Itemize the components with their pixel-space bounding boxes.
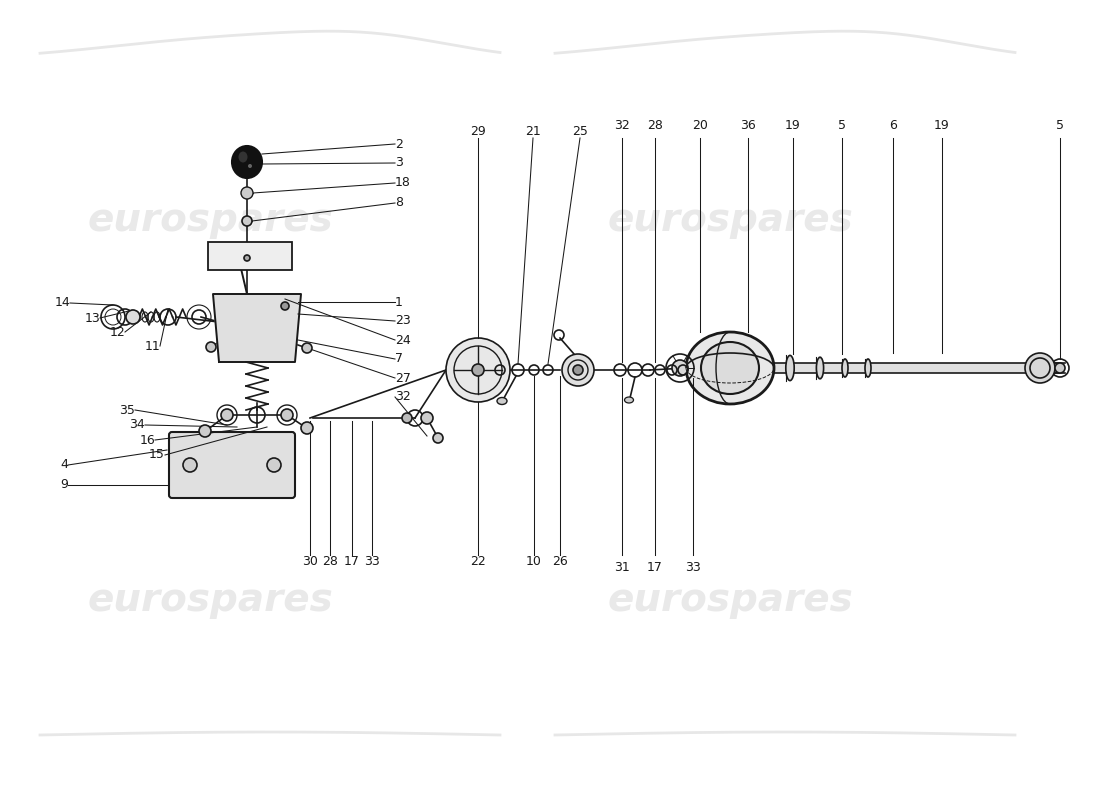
Circle shape bbox=[241, 187, 253, 199]
Circle shape bbox=[183, 458, 197, 472]
Text: 23: 23 bbox=[395, 314, 410, 327]
Ellipse shape bbox=[232, 146, 262, 178]
Text: 13: 13 bbox=[85, 311, 100, 325]
Ellipse shape bbox=[865, 359, 871, 377]
Ellipse shape bbox=[625, 397, 634, 403]
Text: 5: 5 bbox=[838, 119, 846, 132]
Circle shape bbox=[446, 338, 510, 402]
Circle shape bbox=[206, 342, 216, 352]
Ellipse shape bbox=[248, 164, 252, 168]
Text: 35: 35 bbox=[119, 403, 135, 417]
Text: 22: 22 bbox=[470, 555, 486, 568]
Text: 36: 36 bbox=[740, 119, 756, 132]
Text: 16: 16 bbox=[140, 434, 155, 446]
Ellipse shape bbox=[239, 151, 248, 162]
Circle shape bbox=[472, 364, 484, 376]
Ellipse shape bbox=[701, 342, 759, 394]
Circle shape bbox=[402, 413, 412, 423]
Circle shape bbox=[199, 425, 211, 437]
Text: 33: 33 bbox=[685, 561, 701, 574]
Circle shape bbox=[267, 458, 280, 472]
Text: 8: 8 bbox=[395, 197, 403, 210]
Polygon shape bbox=[213, 294, 301, 362]
Bar bbox=[208, 242, 292, 270]
Text: 20: 20 bbox=[692, 119, 708, 132]
Text: 30: 30 bbox=[302, 555, 318, 568]
FancyBboxPatch shape bbox=[169, 432, 295, 498]
Ellipse shape bbox=[686, 332, 774, 404]
Text: 11: 11 bbox=[144, 339, 159, 353]
Text: 19: 19 bbox=[785, 119, 801, 132]
Text: 15: 15 bbox=[150, 449, 165, 462]
Circle shape bbox=[302, 343, 312, 353]
Text: 3: 3 bbox=[395, 157, 403, 170]
Circle shape bbox=[573, 365, 583, 375]
Circle shape bbox=[421, 412, 433, 424]
Circle shape bbox=[672, 360, 688, 376]
Text: 4: 4 bbox=[60, 458, 68, 471]
Circle shape bbox=[301, 422, 314, 434]
Text: 12: 12 bbox=[109, 326, 125, 338]
Text: 29: 29 bbox=[470, 125, 486, 138]
Text: 9: 9 bbox=[60, 478, 68, 491]
Ellipse shape bbox=[497, 398, 507, 405]
Circle shape bbox=[1055, 363, 1065, 373]
Text: 17: 17 bbox=[647, 561, 663, 574]
Text: 21: 21 bbox=[525, 125, 541, 138]
Circle shape bbox=[1025, 353, 1055, 383]
Text: 5: 5 bbox=[1056, 119, 1064, 132]
Circle shape bbox=[562, 354, 594, 386]
Circle shape bbox=[280, 409, 293, 421]
Text: 25: 25 bbox=[572, 125, 587, 138]
Text: eurospares: eurospares bbox=[607, 581, 852, 619]
Text: 31: 31 bbox=[614, 561, 630, 574]
Text: 34: 34 bbox=[130, 418, 145, 431]
Text: 2: 2 bbox=[395, 138, 403, 150]
Text: 28: 28 bbox=[647, 119, 663, 132]
Circle shape bbox=[221, 409, 233, 421]
Text: eurospares: eurospares bbox=[607, 201, 852, 239]
Text: 32: 32 bbox=[395, 390, 410, 403]
Circle shape bbox=[242, 216, 252, 226]
Circle shape bbox=[280, 302, 289, 310]
Text: 18: 18 bbox=[395, 177, 411, 190]
Text: 19: 19 bbox=[934, 119, 950, 132]
Circle shape bbox=[244, 255, 250, 261]
Text: 32: 32 bbox=[614, 119, 630, 132]
Ellipse shape bbox=[816, 357, 824, 379]
Text: 26: 26 bbox=[552, 555, 568, 568]
Text: 24: 24 bbox=[395, 334, 410, 346]
Circle shape bbox=[126, 310, 140, 324]
Text: 27: 27 bbox=[395, 371, 411, 385]
Text: 10: 10 bbox=[526, 555, 542, 568]
Text: 7: 7 bbox=[395, 353, 403, 366]
Circle shape bbox=[128, 311, 140, 323]
Text: 33: 33 bbox=[364, 555, 380, 568]
Ellipse shape bbox=[842, 359, 848, 377]
Text: eurospares: eurospares bbox=[87, 581, 333, 619]
Text: 28: 28 bbox=[322, 555, 338, 568]
Text: 6: 6 bbox=[889, 119, 896, 132]
Ellipse shape bbox=[785, 355, 794, 381]
Bar bbox=[774, 363, 1060, 373]
Text: 17: 17 bbox=[344, 555, 360, 568]
Text: 14: 14 bbox=[54, 297, 70, 310]
Text: eurospares: eurospares bbox=[87, 201, 333, 239]
Circle shape bbox=[433, 433, 443, 443]
Text: 1: 1 bbox=[395, 295, 403, 309]
